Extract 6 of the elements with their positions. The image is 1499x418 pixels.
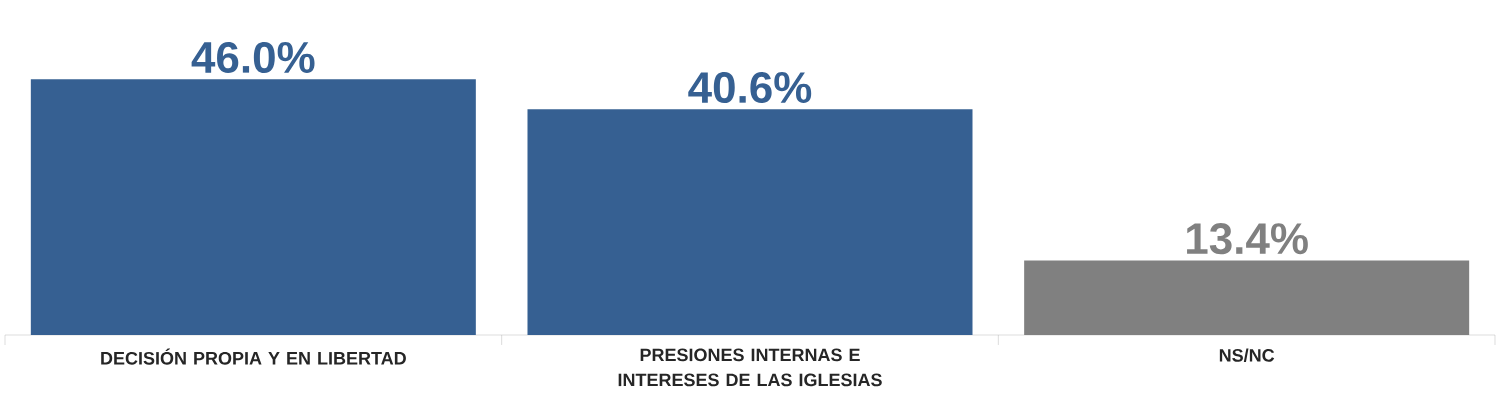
data-label: 46.0% <box>191 41 315 74</box>
x-tick-label: DECISIÓN PROPIA Y EN LIBERTAD <box>101 348 406 365</box>
data-label: 40.6% <box>688 71 812 104</box>
x-tick-label: PRESIONES INTERNAS E INTERESES DE LAS IGLESIAS <box>618 348 882 387</box>
x-tick-label: NS/NC <box>1219 348 1275 362</box>
data-label: 13.4% <box>1187 223 1308 255</box>
